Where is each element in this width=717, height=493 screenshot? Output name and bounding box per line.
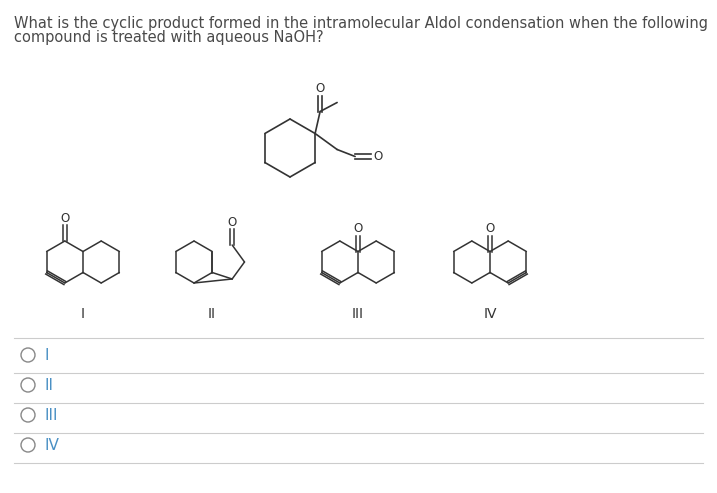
Text: I: I	[81, 307, 85, 321]
Text: What is the cyclic product formed in the intramolecular Aldol condensation when : What is the cyclic product formed in the…	[14, 16, 708, 31]
Text: O: O	[227, 215, 237, 229]
Text: O: O	[315, 82, 325, 95]
Text: I: I	[44, 348, 49, 362]
Text: compound is treated with aqueous NaOH?: compound is treated with aqueous NaOH?	[14, 30, 323, 45]
Text: O: O	[485, 222, 495, 235]
Text: IV: IV	[44, 437, 59, 453]
Text: IV: IV	[483, 307, 497, 321]
Text: O: O	[60, 211, 70, 224]
Text: O: O	[353, 222, 363, 235]
Text: II: II	[44, 378, 53, 392]
Text: III: III	[352, 307, 364, 321]
Text: II: II	[208, 307, 216, 321]
Text: O: O	[374, 150, 383, 163]
Text: III: III	[44, 408, 57, 423]
